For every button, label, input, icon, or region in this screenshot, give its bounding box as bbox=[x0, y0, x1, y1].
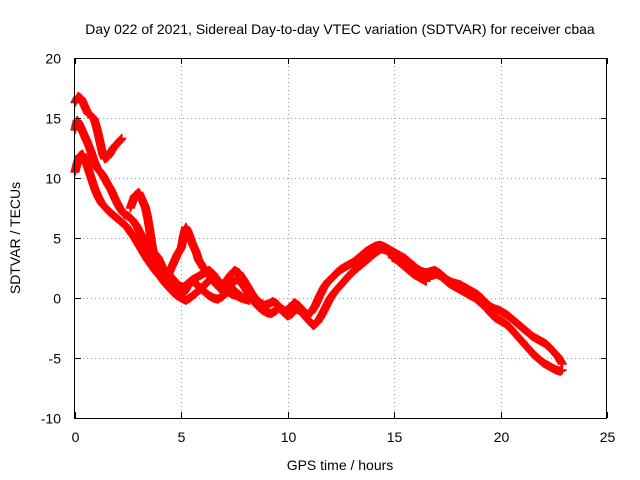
data-marks bbox=[70, 91, 567, 376]
y-tick-label: 5 bbox=[53, 231, 61, 247]
y-tick-label: 20 bbox=[45, 51, 61, 67]
x-tick-label: 5 bbox=[178, 429, 186, 445]
x-tick-label: 25 bbox=[600, 429, 616, 445]
y-axis-label: SDTVAR / TECUs bbox=[7, 182, 23, 294]
x-axis-label: GPS time / hours bbox=[287, 457, 394, 473]
y-tick-label: 15 bbox=[45, 111, 61, 127]
x-tick-label: 10 bbox=[281, 429, 297, 445]
grid bbox=[75, 58, 607, 418]
y-tick-label: 10 bbox=[45, 171, 61, 187]
y-tick-label: 0 bbox=[53, 291, 61, 307]
x-tick-labels: 0 5 10 15 20 25 bbox=[72, 429, 616, 445]
series-track bbox=[145, 247, 248, 304]
y-tick-label: -5 bbox=[49, 351, 62, 367]
x-tick-label: 0 bbox=[72, 429, 80, 445]
axis-ticks bbox=[75, 58, 608, 419]
x-tick-label: 15 bbox=[387, 429, 403, 445]
series-sdtvar bbox=[70, 91, 567, 376]
data-points bbox=[145, 247, 248, 304]
chart-title: Day 022 of 2021, Sidereal Day-to-day VTE… bbox=[85, 21, 595, 37]
y-tick-label: -10 bbox=[41, 411, 61, 427]
x-tick-label: 20 bbox=[494, 429, 510, 445]
y-tick-labels: -10 -5 0 5 10 15 20 bbox=[41, 51, 61, 427]
